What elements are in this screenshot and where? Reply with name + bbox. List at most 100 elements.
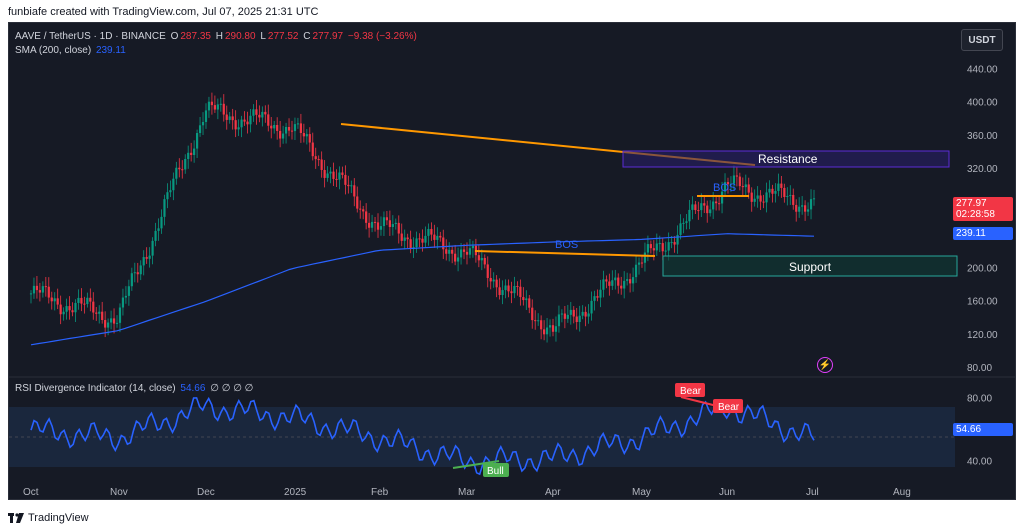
- candle-body: [445, 249, 448, 254]
- candle-body: [798, 206, 801, 212]
- rsi-value-tag: 54.66: [953, 423, 1013, 436]
- rsi-legend[interactable]: RSI Divergence Indicator (14, close) 54.…: [15, 383, 255, 394]
- candle-body: [362, 209, 365, 212]
- candle-body: [169, 190, 172, 193]
- tradingview-logo[interactable]: TradingView: [8, 512, 89, 524]
- candle-body: [531, 307, 534, 321]
- price-axis-label: 160.00: [967, 297, 998, 308]
- candle-body: [267, 114, 270, 126]
- candle-body: [83, 303, 86, 305]
- sma-legend[interactable]: SMA (200, close) 239.11: [15, 45, 128, 56]
- candle-body: [510, 291, 513, 294]
- candle-body: [456, 257, 460, 262]
- candle-body: [809, 199, 813, 210]
- symbol-name: AAVE / TetherUS · 1D · BINANCE: [15, 31, 166, 42]
- candle-body: [804, 205, 807, 212]
- bear-label-2: Bear: [718, 402, 740, 413]
- candle-body: [540, 320, 543, 330]
- candle-body: [124, 295, 128, 298]
- candle-body: [317, 159, 320, 161]
- candle-body: [584, 311, 587, 317]
- candle-body: [394, 222, 397, 225]
- candle-body: [709, 209, 712, 214]
- candle-body: [382, 217, 386, 227]
- candle-body: [717, 203, 721, 205]
- candle-body: [649, 244, 652, 249]
- candle-body: [578, 315, 581, 323]
- candle-body: [715, 201, 718, 204]
- candle-body: [104, 320, 107, 328]
- candle-body: [617, 277, 620, 286]
- candle-body: [459, 249, 463, 258]
- rsi-axis-label: 80.00: [967, 394, 992, 405]
- candle-body: [655, 243, 658, 251]
- candle-body: [44, 286, 47, 288]
- candle-body: [771, 188, 774, 194]
- candle-body: [658, 243, 661, 245]
- currency-button[interactable]: USDT: [961, 29, 1003, 51]
- candle-body: [590, 300, 593, 314]
- candle-body: [777, 183, 780, 191]
- candle-body: [427, 228, 430, 236]
- candle-body: [109, 318, 113, 323]
- candle-body: [643, 252, 647, 263]
- candle-body: [264, 111, 267, 115]
- candle-body: [700, 203, 703, 211]
- candle-body: [290, 130, 294, 132]
- last-price-tag: 277.97 02:28:58: [953, 197, 1013, 221]
- candle-body: [495, 279, 498, 288]
- time-axis-label: May: [632, 487, 651, 498]
- candle-body: [89, 297, 92, 302]
- candle-body: [249, 115, 252, 125]
- candle-body: [261, 111, 264, 118]
- bottom-bar: TradingView: [0, 502, 1024, 532]
- flash-icon[interactable]: ⚡: [817, 357, 833, 373]
- candle-body: [551, 325, 555, 332]
- candles: [29, 92, 816, 343]
- candle-body: [729, 183, 733, 185]
- candle-body: [397, 222, 400, 234]
- candle-body: [673, 242, 676, 245]
- candle-body: [409, 239, 412, 249]
- candle-body: [626, 279, 629, 281]
- candle-body: [795, 204, 798, 212]
- candle-body: [198, 125, 202, 134]
- candle-body: [780, 183, 783, 188]
- candle-body: [252, 109, 255, 116]
- resistance-zone: [622, 150, 950, 168]
- candle-body: [685, 221, 688, 223]
- candle-body: [560, 313, 563, 315]
- chart-canvas[interactable]: Resistance Support BOS BOS Bull Bear Bea…: [9, 23, 1015, 499]
- candle-body: [421, 238, 424, 243]
- candle-body: [216, 104, 219, 110]
- candle-body: [744, 184, 747, 188]
- sma-label: SMA (200, close): [15, 45, 92, 56]
- candle-body: [599, 289, 602, 298]
- rsi-axis-label: 40.00: [967, 457, 992, 468]
- symbol-legend[interactable]: AAVE / TetherUS · 1D · BINANCE O 287.35 H…: [15, 31, 419, 42]
- candle-body: [403, 237, 406, 241]
- candle-body: [329, 171, 332, 174]
- bos-label-lower: BOS: [555, 239, 578, 251]
- candle-body: [720, 191, 724, 204]
- candle-body: [492, 279, 495, 282]
- candle-body: [448, 249, 451, 254]
- candle-body: [759, 195, 762, 202]
- bear-label-1: Bear: [680, 386, 702, 397]
- candle-body: [32, 285, 36, 294]
- candle-body: [554, 326, 558, 332]
- candle-body: [789, 194, 792, 196]
- price-axis-label: 360.00: [967, 131, 998, 142]
- candle-body: [308, 134, 311, 143]
- price-axis-label: 80.00: [967, 363, 992, 374]
- open-value: 287.35: [180, 31, 211, 42]
- candle-body: [115, 322, 119, 324]
- candle-body: [166, 192, 169, 200]
- candle-body: [74, 302, 77, 313]
- candle-body: [154, 230, 157, 241]
- candle-body: [430, 228, 433, 235]
- chart-panel[interactable]: AAVE / TetherUS · 1D · BINANCE O 287.35 H…: [8, 22, 1016, 500]
- candle-body: [258, 114, 261, 118]
- candle-body: [400, 233, 403, 241]
- candle-body: [534, 320, 537, 322]
